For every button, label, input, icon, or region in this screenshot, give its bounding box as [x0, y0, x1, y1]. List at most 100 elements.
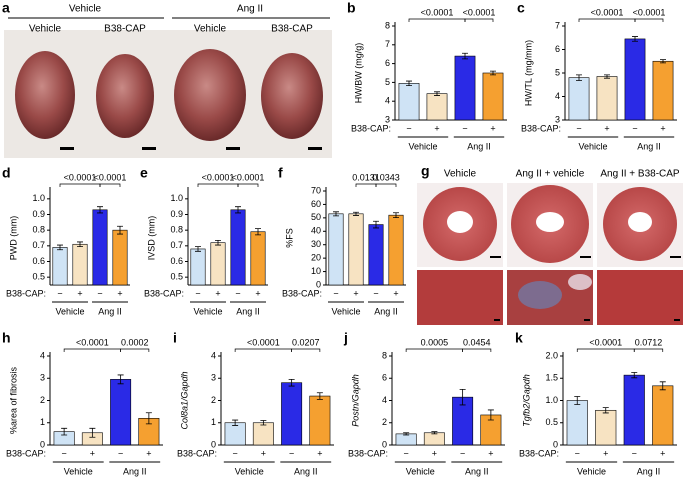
- group-label: Ang II: [123, 466, 147, 476]
- group-label: Vehicle: [577, 466, 606, 476]
- error-bar: [117, 374, 124, 385]
- bar: [224, 422, 246, 446]
- p-value: <0.0001: [591, 7, 624, 17]
- y-axis-label: %FS: [284, 228, 294, 248]
- y-tick-label: 2.0: [545, 350, 558, 360]
- p-value: 0.0207: [292, 337, 320, 347]
- bar: [110, 379, 132, 446]
- significance-bracket: [99, 183, 121, 187]
- y-tick-label: 4: [385, 96, 390, 106]
- significance-bracket: [59, 183, 101, 187]
- error-bar: [487, 409, 494, 421]
- x-tick-label: −: [97, 288, 102, 298]
- y-tick-label: 0.6: [170, 256, 183, 266]
- significance-bracket: [578, 18, 636, 22]
- error-bar: [235, 206, 241, 214]
- significance-bracket: [462, 348, 492, 352]
- significance-bracket: [405, 348, 463, 352]
- group-label: Ang II: [98, 306, 122, 316]
- x-tick-label: +: [660, 123, 665, 133]
- group-label: Vehicle: [406, 466, 435, 476]
- y-tick-label: 7: [385, 39, 390, 49]
- y-tick-label: 50: [311, 212, 321, 222]
- error-bar: [373, 220, 379, 229]
- error-bar: [406, 80, 412, 86]
- bar: [309, 395, 331, 446]
- scale-bar: [60, 147, 74, 150]
- x-tick-label: +: [660, 448, 665, 458]
- p-value: <0.0001: [421, 7, 454, 17]
- y-tick-label: 6: [382, 373, 387, 383]
- group-label: Vehicle: [55, 306, 84, 316]
- x-tick-label: −: [575, 448, 580, 458]
- p-value: 0.0343: [372, 172, 400, 182]
- y-tick-label: 4: [555, 91, 560, 101]
- bar-chart: d PWD (mm) 0.5 0.6 0.7 0.8 0.9 1.0 − + − + B38-CAP: V…: [2, 165, 130, 316]
- y-tick-label: 0.5: [170, 272, 183, 282]
- y-axis-label: IVSD (mm): [146, 216, 156, 261]
- column-label: Ang II + vehicle: [516, 169, 585, 180]
- treatment-label: B38-CAP:: [351, 123, 391, 133]
- error-bar: [77, 241, 83, 248]
- y-axis-label: Postn/Gapdh: [350, 374, 360, 427]
- y-tick-label: 4: [40, 350, 45, 360]
- column-label: Ang II + B38-CAP: [600, 169, 680, 180]
- error-bar: [89, 427, 96, 438]
- group-label: Ang II: [637, 466, 661, 476]
- y-tick-label: 4: [211, 350, 216, 360]
- scale-bar: [494, 319, 500, 321]
- y-tick-label: 3: [211, 373, 216, 383]
- p-value: <0.0001: [463, 7, 496, 17]
- y-tick-label: 2: [382, 417, 387, 427]
- error-bar: [61, 427, 68, 436]
- error-bar: [462, 52, 468, 60]
- column-label: Vehicle: [444, 169, 477, 180]
- bar: [230, 209, 246, 286]
- x-tick-label: −: [632, 123, 637, 133]
- group-label: Ang II: [465, 466, 489, 476]
- bar-chart: k Tgfb2/Gapdh 0 0.5 1.0 1.5 2.0 − + − + B38-CAP: Veh…: [515, 330, 677, 476]
- error-bar: [660, 59, 666, 64]
- x-tick-label: −: [406, 123, 411, 133]
- significance-bracket: [237, 183, 259, 187]
- heart-photo: [174, 49, 246, 141]
- panel-letter: d: [2, 165, 11, 181]
- error-bar: [631, 372, 638, 379]
- group-label: Ang II: [467, 141, 491, 151]
- x-tick-label: −: [61, 448, 66, 458]
- y-tick-label: 2: [40, 395, 45, 405]
- p-value: <0.0001: [64, 172, 97, 182]
- p-value: <0.0001: [633, 7, 666, 17]
- column-label: B38-CAP: [271, 24, 313, 35]
- x-tick-label: −: [632, 448, 637, 458]
- treatment-label: B38-CAP:: [519, 448, 559, 458]
- y-tick-label: 8: [385, 20, 390, 30]
- y-tick-label: 0: [553, 439, 558, 449]
- p-value: <0.0001: [589, 337, 622, 347]
- treatment-label: B38-CAP:: [521, 123, 561, 133]
- error-bar: [316, 392, 323, 400]
- y-tick-label: 60: [311, 199, 321, 209]
- x-tick-label: −: [373, 288, 378, 298]
- column-label: B38-CAP: [104, 24, 146, 35]
- y-tick-label: 5: [385, 77, 390, 87]
- significance-bracket: [63, 348, 121, 352]
- group-label: Vehicle: [408, 141, 437, 151]
- error-bar: [659, 381, 666, 391]
- panel-letter: f: [278, 165, 283, 181]
- significance-bracket: [291, 348, 321, 352]
- p-value: 0.0712: [635, 337, 663, 347]
- x-tick-label: −: [232, 448, 237, 458]
- treatment-label: B38-CAP:: [144, 288, 184, 298]
- x-tick-label: +: [434, 123, 439, 133]
- lumen: [447, 211, 473, 233]
- p-value: <0.0001: [94, 172, 127, 182]
- y-tick-label: 0.5: [545, 417, 558, 427]
- bar: [112, 229, 128, 286]
- y-tick-label: 8: [382, 350, 387, 360]
- p-value: 0.0002: [121, 337, 149, 347]
- y-tick-label: 6: [385, 58, 390, 68]
- y-tick-label: 7: [555, 20, 560, 30]
- y-tick-label: 40: [311, 226, 321, 236]
